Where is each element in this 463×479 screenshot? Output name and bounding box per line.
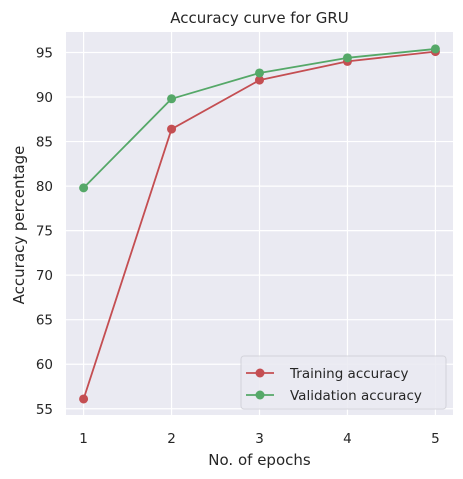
legend: Training accuracy Validation accuracy <box>240 355 447 410</box>
series-group <box>79 44 440 404</box>
data-point-validation <box>342 53 352 63</box>
data-point-training <box>255 75 264 85</box>
y-tick-label: 95 <box>36 45 53 61</box>
data-point-validation <box>79 183 89 193</box>
y-tick-label: 80 <box>36 179 53 195</box>
x-axis-label: No. of epochs <box>208 451 311 469</box>
grid <box>66 32 453 415</box>
data-point-validation <box>167 94 177 104</box>
legend-label-training: Training accuracy <box>289 366 408 382</box>
data-point-training <box>79 394 89 404</box>
y-tick-label: 85 <box>36 135 53 151</box>
y-tick-label: 65 <box>36 313 53 329</box>
legend-marker-training <box>255 368 265 378</box>
data-point-validation <box>430 44 440 54</box>
y-tick-label: 60 <box>36 357 53 373</box>
y-tick-label: 90 <box>36 90 53 106</box>
x-tick-label: 1 <box>79 431 88 447</box>
x-tick-label: 5 <box>431 431 440 447</box>
legend-marker-validation <box>255 390 265 400</box>
data-point-validation <box>255 68 264 78</box>
chart-title: Accuracy curve for GRU <box>170 9 348 27</box>
data-point-training <box>167 124 177 134</box>
legend-box <box>240 355 447 410</box>
legend-label-validation: Validation accuracy <box>290 388 422 404</box>
y-tick-label: 75 <box>36 224 53 240</box>
y-tick-label: 55 <box>36 402 53 418</box>
x-tick-label: 3 <box>255 431 264 447</box>
y-tick-label: 70 <box>36 268 53 284</box>
x-tick-label: 4 <box>343 431 352 447</box>
y-axis-label: Accuracy percentage <box>10 146 28 305</box>
x-tick-label: 2 <box>167 431 176 447</box>
